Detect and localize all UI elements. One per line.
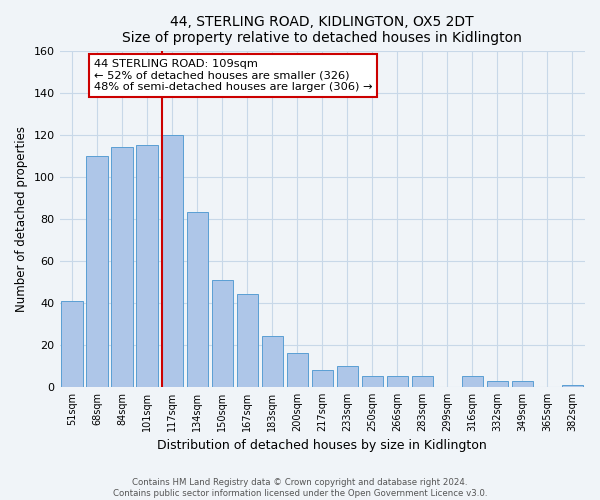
Y-axis label: Number of detached properties: Number of detached properties: [15, 126, 28, 312]
Title: 44, STERLING ROAD, KIDLINGTON, OX5 2DT
Size of property relative to detached hou: 44, STERLING ROAD, KIDLINGTON, OX5 2DT S…: [122, 15, 522, 45]
Bar: [487, 380, 508, 387]
Bar: [212, 280, 233, 387]
Bar: [86, 156, 108, 387]
Bar: [236, 294, 258, 387]
Bar: [287, 354, 308, 387]
Bar: [462, 376, 483, 387]
Bar: [512, 380, 533, 387]
Bar: [187, 212, 208, 387]
Text: Contains HM Land Registry data © Crown copyright and database right 2024.
Contai: Contains HM Land Registry data © Crown c…: [113, 478, 487, 498]
Bar: [311, 370, 333, 387]
X-axis label: Distribution of detached houses by size in Kidlington: Distribution of detached houses by size …: [157, 440, 487, 452]
Text: 44 STERLING ROAD: 109sqm
← 52% of detached houses are smaller (326)
48% of semi-: 44 STERLING ROAD: 109sqm ← 52% of detach…: [94, 59, 372, 92]
Bar: [112, 147, 133, 387]
Bar: [362, 376, 383, 387]
Bar: [262, 336, 283, 387]
Bar: [61, 300, 83, 387]
Bar: [412, 376, 433, 387]
Bar: [337, 366, 358, 387]
Bar: [562, 385, 583, 387]
Bar: [161, 134, 183, 387]
Bar: [387, 376, 408, 387]
Bar: [136, 145, 158, 387]
